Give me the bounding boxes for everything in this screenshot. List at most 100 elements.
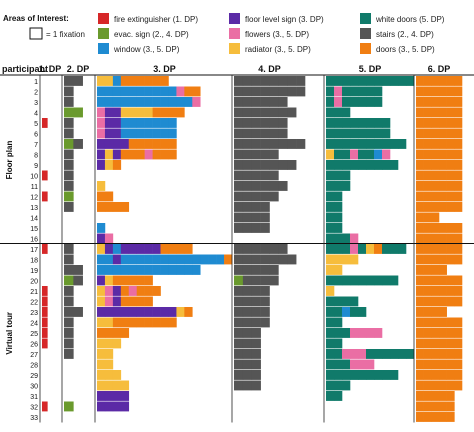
fixation-cell-p22-dp3-5	[136, 296, 145, 307]
fixation-cell-p5-dp1-0	[42, 118, 48, 128]
fixation-cell-p7-dp5-7	[382, 139, 391, 149]
one-fixation-swatch	[29, 27, 43, 40]
fixation-cell-p14-dp4-0	[234, 212, 244, 223]
column-headers: participant 1. DP 2. DP 3. DP 4. DP 5. DP 6. …	[2, 64, 450, 74]
fixation-cell-p22-dp3-4	[128, 296, 137, 307]
fixation-cell-p18-dp6-2	[431, 254, 440, 265]
fixation-cell-p22-dp6-1	[423, 296, 432, 307]
fixation-cell-p19-dp3-2	[112, 265, 122, 275]
fixation-cell-p11-dp5-2	[342, 181, 351, 191]
fixation-cell-p16-dp6-3	[439, 233, 447, 244]
fixation-cell-p13-dp4-3	[260, 202, 270, 212]
participant-label-21: 21	[30, 289, 38, 296]
fixation-cell-p2-dp4-2	[251, 86, 261, 97]
fixation-cell-p18-dp5-1	[334, 254, 343, 265]
legend-swatch-fire-extinguisher-1-dp	[98, 13, 109, 24]
fixation-cell-p24-dp3-8	[160, 317, 169, 328]
fixation-cell-p4-dp3-6	[144, 107, 153, 118]
fixation-cell-p10-dp2-0	[64, 170, 74, 181]
fixation-cell-p21-dp3-5	[136, 286, 145, 296]
fixation-cell-p17-dp5-4	[358, 244, 367, 254]
fixation-cell-p10-dp4-1	[242, 170, 253, 181]
fixation-cell-p1-dp6-4	[446, 76, 455, 86]
fixation-cell-p9-dp5-6	[374, 160, 383, 170]
fixation-cell-p6-dp3-3	[120, 128, 130, 139]
fixation-cell-p11-dp5-1	[334, 181, 343, 191]
fixation-cell-p6-dp4-5	[278, 128, 288, 139]
fixation-cell-p19-dp3-1	[104, 265, 114, 275]
column-header-dp3: 3. DP	[153, 64, 176, 74]
fixation-cell-p18-dp3-4	[128, 254, 137, 265]
fixation-cell-p15-dp3-0	[97, 223, 106, 233]
fixation-cell-p2-dp3-0	[97, 86, 106, 97]
fixation-cell-p5-dp3-6	[144, 118, 153, 128]
fixation-cell-p20-dp2-0	[64, 275, 74, 286]
participant-label-28: 28	[30, 362, 38, 369]
fixation-cell-p8-dp6-0	[416, 149, 424, 160]
fixation-cell-p18-dp3-6	[144, 254, 153, 265]
fixation-cell-p32-dp6-1	[423, 401, 432, 412]
fixation-cell-p27-dp6-0	[416, 349, 424, 359]
legend-label-fire-extinguisher-1-dp: fire extinguisher (1. DP)	[114, 15, 198, 24]
fixation-cell-p19-dp3-11	[184, 265, 193, 275]
fixation-cell-p17-dp6-2	[431, 244, 440, 254]
fixation-cell-p24-dp6-4	[446, 317, 455, 328]
fixation-cell-p21-dp3-2	[112, 286, 122, 296]
fixation-cell-p2-dp3-12	[192, 86, 201, 97]
fixation-cell-p3-dp3-5	[136, 97, 145, 107]
fixation-cell-p24-dp3-9	[168, 317, 177, 328]
fixation-cell-p7-dp4-5	[278, 139, 288, 149]
fixation-cell-p2-dp3-6	[144, 86, 153, 97]
fixation-cell-p13-dp2-0	[64, 202, 74, 212]
fixation-cell-p23-dp3-7	[152, 307, 161, 317]
fixation-cell-p19-dp4-0	[234, 265, 244, 275]
fixation-cell-p1-dp6-0	[416, 76, 424, 86]
fixation-cell-p22-dp5-2	[342, 296, 351, 307]
participant-label-1: 1	[34, 79, 38, 86]
fixation-cell-p29-dp4-0	[234, 370, 244, 380]
fixation-cell-p30-dp6-5	[454, 380, 463, 391]
fixation-cell-p24-dp6-0	[416, 317, 424, 328]
fixation-cell-p28-dp4-1	[242, 359, 253, 370]
fixation-cell-p23-dp3-4	[128, 307, 137, 317]
fixation-cell-p29-dp6-0	[416, 370, 424, 380]
fixation-cell-p29-dp6-1	[423, 370, 432, 380]
fixation-cell-p28-dp6-4	[446, 359, 455, 370]
fixation-cell-p33-dp6-1	[423, 412, 432, 422]
fixation-cell-p1-dp5-6	[374, 76, 383, 86]
fixation-cell-p7-dp5-4	[358, 139, 367, 149]
fixation-cell-p1-dp5-2	[342, 76, 351, 86]
fixation-cell-p19-dp3-10	[176, 265, 185, 275]
fixation-cell-p20-dp6-1	[423, 275, 432, 286]
fixation-cell-p24-dp6-2	[431, 317, 440, 328]
fixation-cell-p24-dp3-6	[144, 317, 153, 328]
fixation-cell-p3-dp4-4	[269, 97, 279, 107]
fixation-cell-p18-dp2-0	[64, 254, 74, 265]
fixation-cell-p30-dp4-0	[234, 380, 244, 391]
fixation-cell-p15-dp4-1	[242, 223, 253, 233]
fixation-cell-p9-dp4-0	[234, 160, 244, 170]
fixation-cell-p8-dp6-1	[423, 149, 432, 160]
fixation-cell-p2-dp5-2	[342, 86, 351, 97]
fixation-cell-p22-dp3-0	[97, 296, 106, 307]
fixation-cell-p17-dp4-2	[251, 244, 261, 254]
fixation-cell-p26-dp6-1	[423, 338, 432, 349]
fixation-cell-p20-dp6-0	[416, 275, 424, 286]
fixation-cell-p20-dp4-2	[251, 275, 261, 286]
fixation-cell-p18-dp4-6	[287, 254, 297, 265]
fixation-cell-p2-dp5-4	[358, 86, 367, 97]
fixation-cell-p18-dp6-1	[423, 254, 432, 265]
fixation-cell-p1-dp5-0	[326, 76, 335, 86]
fixation-cell-p17-dp6-5	[454, 244, 463, 254]
participant-label-2: 2	[34, 89, 38, 96]
fixation-cell-p29-dp3-2	[112, 370, 122, 380]
fixation-cell-p9-dp4-4	[269, 160, 279, 170]
fixation-cell-p13-dp6-1	[423, 202, 432, 212]
fixation-cell-p8-dp3-5	[136, 149, 145, 160]
fixation-cell-p1-dp4-0	[234, 76, 244, 86]
fixation-cell-p8-dp4-4	[269, 149, 279, 160]
fixation-cell-p5-dp6-0	[416, 118, 424, 128]
fixation-cell-p8-dp5-1	[334, 149, 343, 160]
fixation-cell-p7-dp3-0	[97, 139, 106, 149]
fixation-cell-p21-dp5-0	[326, 286, 335, 296]
